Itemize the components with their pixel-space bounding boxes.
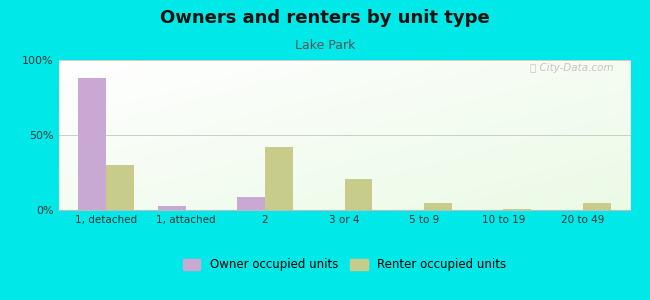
Bar	[158, 206, 186, 210]
Text: ⓘ City-Data.com: ⓘ City-Data.com	[530, 63, 614, 73]
Legend: Owner occupied units, Renter occupied units: Owner occupied units, Renter occupied un…	[178, 254, 511, 276]
Bar	[424, 202, 452, 210]
Text: Owners and renters by unit type: Owners and renters by unit type	[160, 9, 490, 27]
Bar	[583, 202, 610, 210]
Bar	[344, 178, 372, 210]
Bar	[79, 78, 106, 210]
Text: Lake Park: Lake Park	[295, 39, 355, 52]
Bar	[106, 165, 134, 210]
Bar	[265, 147, 293, 210]
Bar	[237, 196, 265, 210]
Bar	[503, 208, 531, 210]
